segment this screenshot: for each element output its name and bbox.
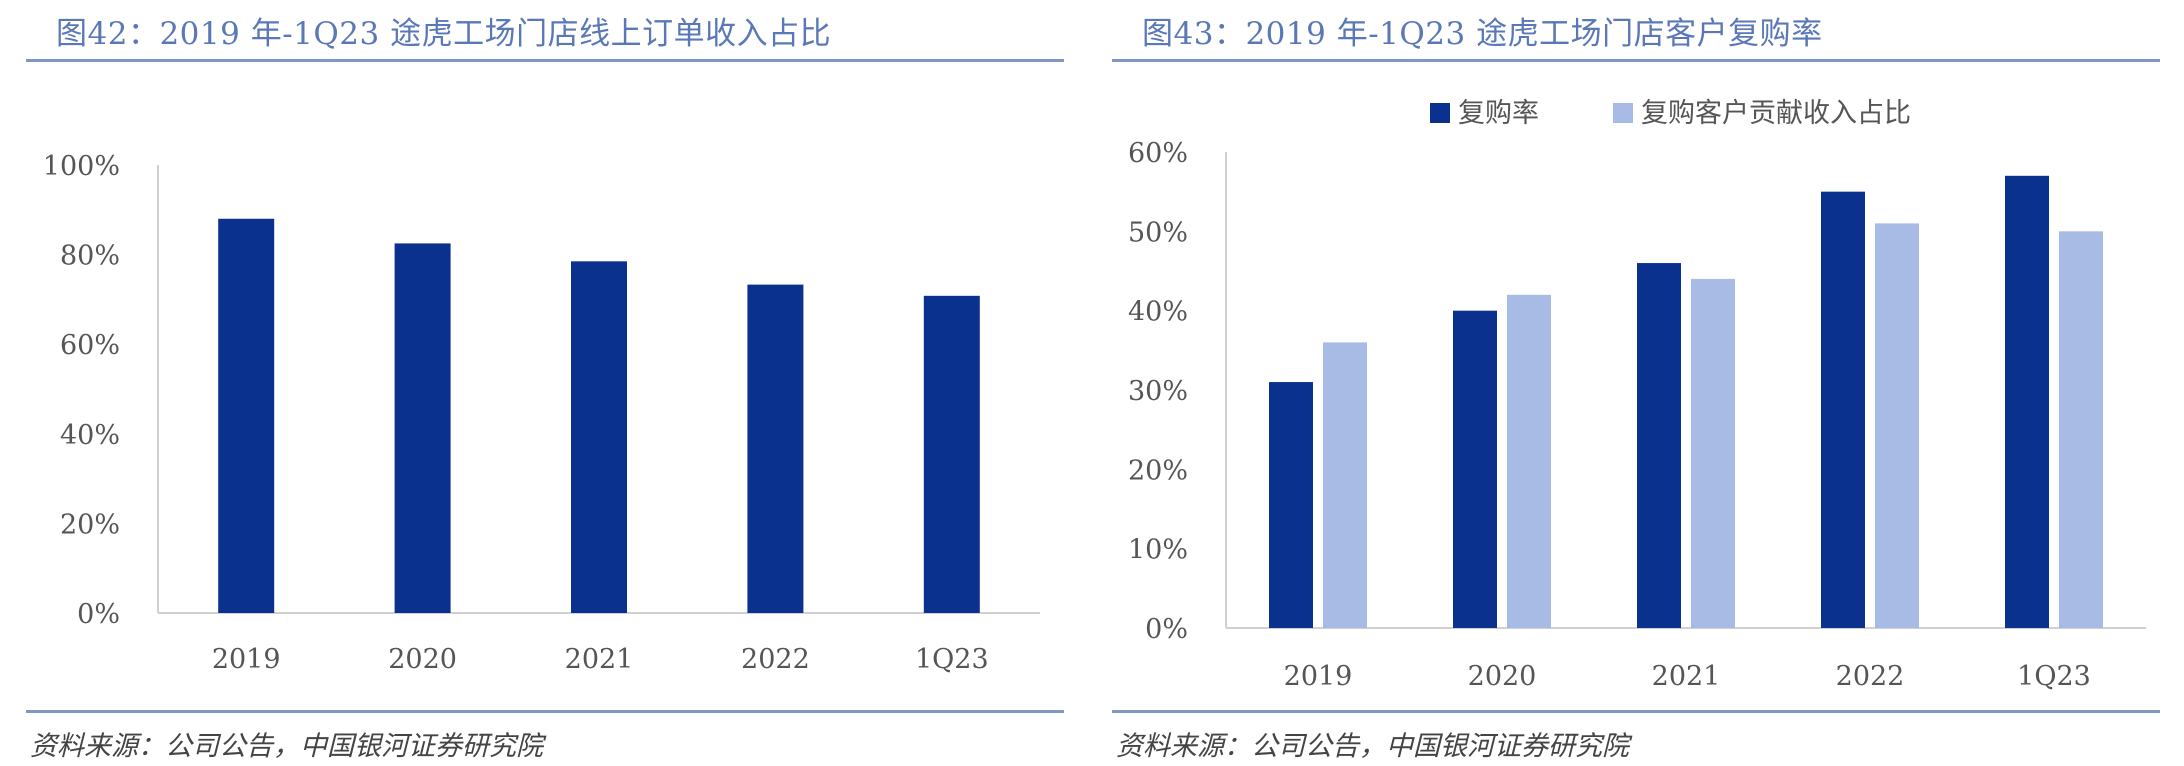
x-tick-label: 2020 xyxy=(388,644,457,675)
x-tick-label: 2019 xyxy=(212,644,281,675)
x-tick-label: 1Q23 xyxy=(2017,661,2091,692)
bar-light-2021 xyxy=(1691,278,1735,628)
bar-dark-1Q23 xyxy=(2005,175,2049,629)
x-tick-label: 2021 xyxy=(1652,661,1721,692)
x-tick-label: 2022 xyxy=(741,644,810,675)
y-tick-label: 30% xyxy=(1128,376,1188,407)
y-tick-label: 20% xyxy=(1128,455,1188,486)
y-tick-label: 40% xyxy=(60,420,120,451)
bar-light-2022 xyxy=(1875,223,1919,628)
bar-dark-2022 xyxy=(1821,191,1865,628)
legend-swatch xyxy=(1613,103,1633,123)
y-tick-label: 40% xyxy=(1128,297,1188,328)
x-tick-label: 2020 xyxy=(1468,661,1537,692)
source-divider xyxy=(1112,710,2160,713)
source-divider xyxy=(26,710,1064,713)
source-note: 资料来源：公司公告，中国银河证券研究院 xyxy=(1116,731,1629,762)
y-tick-label: 10% xyxy=(1128,535,1188,566)
bar-chart-repurchase: 0% 10% 20% 30% 40% 50% 60% 2019 2020 2021 2022 1Q23… xyxy=(1128,98,2146,692)
y-tick-label: 100% xyxy=(43,151,120,182)
legend-label: 复购客户贡献收入占比 xyxy=(1641,98,1911,129)
bar-dark-2020 xyxy=(1453,310,1497,628)
x-tick-label: 1Q23 xyxy=(915,644,989,675)
y-tick-label: 20% xyxy=(60,509,120,540)
chart-panel-left: 图42：2019 年-1Q23 途虎工场门店线上订单收入占比 0% 20% 40% 6… xyxy=(26,0,1064,766)
legend-swatch xyxy=(1430,103,1450,123)
bar-light-2019 xyxy=(1323,342,1367,628)
title-divider xyxy=(1112,59,2160,62)
y-tick-label: 60% xyxy=(60,330,120,361)
y-tick-label: 60% xyxy=(1128,138,1188,169)
x-tick-label: 2022 xyxy=(1836,661,1905,692)
chart-panel-right: 图43：2019 年-1Q23 途虎工场门店客户复购率 0% 10% 20% 30% 4… xyxy=(1112,0,2160,766)
bar-dark-2020 xyxy=(394,243,451,613)
bar-light-1Q23 xyxy=(2059,231,2103,629)
bar-dark-2021 xyxy=(571,261,627,613)
source-note: 资料来源：公司公告，中国银河证券研究院 xyxy=(30,731,543,762)
x-tick-label: 2019 xyxy=(1284,661,1353,692)
title-divider xyxy=(26,59,1064,62)
y-tick-label: 0% xyxy=(77,599,120,630)
y-tick-label: 80% xyxy=(60,241,120,272)
y-tick-label: 50% xyxy=(1128,217,1188,248)
chart-title: 图42：2019 年-1Q23 途虎工场门店线上订单收入占比 xyxy=(56,16,832,52)
bar-light-2020 xyxy=(1507,294,1551,628)
bar-dark-1Q23 xyxy=(923,295,980,613)
legend-label: 复购率 xyxy=(1458,98,1539,129)
x-tick-label: 2021 xyxy=(565,644,634,675)
chart-title: 图43：2019 年-1Q23 途虎工场门店客户复购率 xyxy=(1142,16,1823,52)
y-tick-label: 0% xyxy=(1145,614,1188,645)
bar-chart-online-revenue: 0% 20% 40% 60% 80% 100% 2019 2020 2021 2022 1Q23 xyxy=(43,151,1040,675)
bar-dark-2019 xyxy=(1269,382,1313,628)
bar-dark-2021 xyxy=(1637,263,1681,628)
bar-dark-2022 xyxy=(747,284,804,613)
bar-dark-2019 xyxy=(218,218,275,613)
